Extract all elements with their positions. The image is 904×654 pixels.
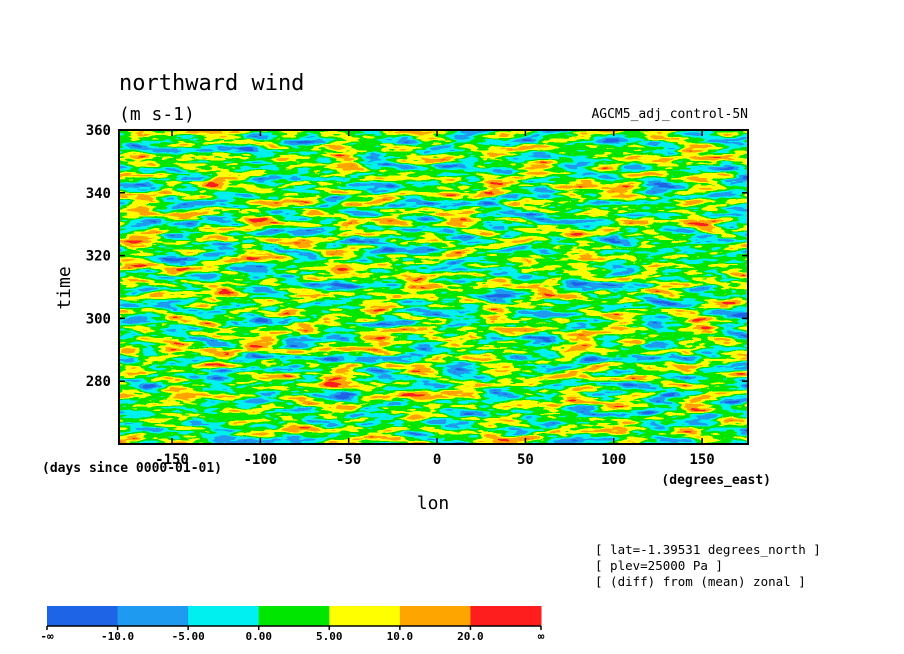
chart-units: (m s-1): [119, 104, 195, 125]
x-tick-label: 0: [433, 452, 441, 468]
colorbar-label: 0.00: [245, 630, 272, 643]
wind-field: [119, 130, 748, 444]
y-tick-label: 360: [86, 123, 111, 139]
colorbar: -∞ -10.0 -5.00 0.00 5.00 10.0 20.0 ∞: [40, 606, 545, 643]
colorbar-label: 5.00: [316, 630, 343, 643]
annotation-plev: [ plev=25000 Pa ]: [595, 558, 723, 573]
plot-frame: [118, 129, 749, 445]
annotation-block: [ lat=-1.39531 degrees_north ] [ plev=25…: [595, 542, 821, 589]
x-tick-label: 50: [517, 452, 534, 468]
x-tick-label: 150: [689, 452, 714, 468]
y-tick-label: 300: [86, 311, 111, 327]
x-tick-label: -50: [336, 452, 361, 468]
colorbar-swatch: [188, 606, 260, 626]
colorbar-label: -∞: [40, 630, 54, 643]
experiment-label: AGCM5_adj_control-5N: [591, 107, 748, 122]
annotation-lat: [ lat=-1.39531 degrees_north ]: [595, 542, 821, 557]
colorbar-swatch: [117, 606, 189, 626]
plot-area: [118, 129, 749, 445]
colorbar-swatch: [470, 606, 542, 626]
colorbar-label: ∞: [538, 630, 545, 643]
x-axis: -150 -100 -50 0 50 100 150: [155, 130, 715, 468]
y-tick-label: 280: [86, 374, 111, 390]
y-axis-units: (days since 0000-01-01): [42, 461, 222, 476]
x-axis-label: lon: [417, 493, 450, 514]
y-tick-label: 320: [86, 249, 111, 265]
x-axis-units: (degrees_east): [661, 473, 771, 488]
annotation-diff: [ (diff) from (mean) zonal ]: [595, 574, 806, 589]
y-tick-label: 340: [86, 186, 111, 202]
colorbar-swatch: [399, 606, 471, 626]
colorbar-label: 10.0: [387, 630, 414, 643]
x-tick-label: -150: [155, 452, 189, 468]
x-tick-label: -100: [243, 452, 277, 468]
y-axis-label: time: [54, 266, 75, 309]
colorbar-swatch: [329, 606, 401, 626]
colorbar-swatch: [47, 606, 119, 626]
colorbar-label: 20.0: [457, 630, 484, 643]
colorbar-label: -10.0: [101, 630, 134, 643]
colorbar-swatch: [258, 606, 330, 626]
x-tick-label: 100: [601, 452, 626, 468]
chart-title: northward wind: [119, 71, 304, 96]
y-axis: 280 300 320 340 360: [86, 123, 748, 390]
colorbar-label: -5.00: [172, 630, 205, 643]
